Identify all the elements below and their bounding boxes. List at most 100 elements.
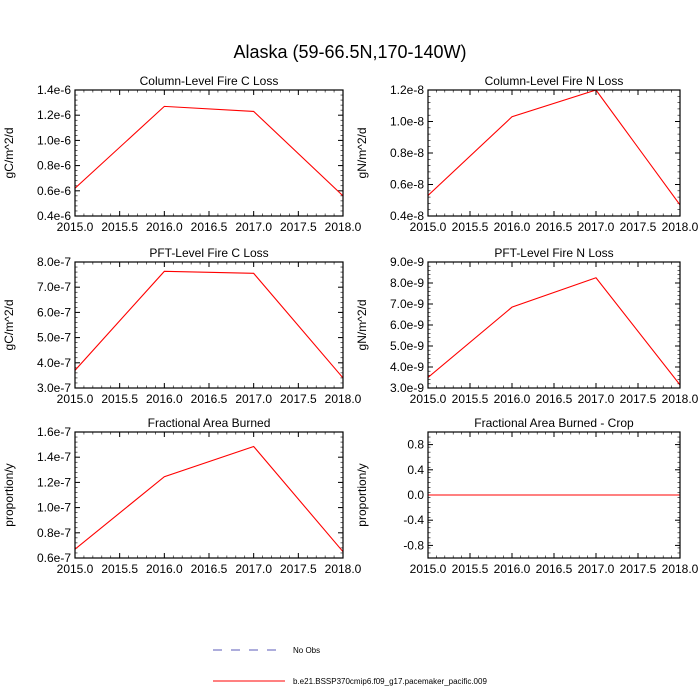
x-tick-label: 2016.5 — [191, 562, 228, 576]
panel-6: Fractional Area Burned - Crop 2015.0 2015.… — [355, 416, 699, 576]
y-tick-label: 5.0e-7 — [37, 331, 71, 345]
x-tick-label: 2015.5 — [101, 392, 138, 406]
x-tick-label: 2018.0 — [662, 392, 699, 406]
y-tick-label: 0.8e-6 — [37, 159, 71, 173]
x-tick-label: 2018.0 — [325, 392, 362, 406]
x-tick-label: 2016.0 — [146, 562, 183, 576]
y-tick-label: 1.2e-6 — [37, 108, 71, 122]
y-tick-label: 0.8e-8 — [390, 146, 424, 160]
y-tick-label: 0.0 — [407, 488, 424, 502]
x-tick-label: 2018.0 — [325, 220, 362, 234]
x-tick-label: 2015.0 — [57, 220, 94, 234]
x-tick-label: 2016.5 — [536, 220, 573, 234]
panel-title: Column-Level Fire N Loss — [485, 74, 624, 88]
x-tick-label: 2017.0 — [578, 562, 615, 576]
x-tick-label: 2016.0 — [494, 392, 531, 406]
plot-frame — [74, 261, 344, 389]
x-tick-label: 2017.0 — [578, 220, 615, 234]
y-tick-label: 0.6e-8 — [390, 178, 424, 192]
x-tick-label: 2015.0 — [410, 562, 447, 576]
x-tick-label: 2017.5 — [620, 392, 657, 406]
x-tick-label: 2016.0 — [494, 562, 531, 576]
y-tick-label: 7.0e-7 — [37, 280, 71, 294]
y-tick-label: 0.8e-7 — [37, 526, 71, 540]
plot-frame — [74, 431, 344, 559]
y-tick-label: 0.6e-6 — [37, 184, 71, 198]
x-tick-label: 2016.0 — [146, 220, 183, 234]
y-tick-label: 1.4e-7 — [37, 450, 71, 464]
y-tick-label: 1.2e-8 — [390, 83, 424, 97]
y-axis-label: gC/m^2/d — [2, 300, 16, 351]
x-tick-label: 2015.5 — [101, 562, 138, 576]
x-tick-label: 2017.5 — [280, 562, 317, 576]
x-tick-label: 2018.0 — [662, 562, 699, 576]
y-tick-label: 1.2e-7 — [37, 475, 71, 489]
y-tick-label: 7.0e-9 — [390, 297, 424, 311]
panel-5: Fractional Area Burned 2015.0 2015.5 2016.0… — [2, 416, 362, 576]
panel-1: Column-Level Fire C Loss 2015.0 2015.5 2016… — [2, 74, 362, 234]
x-tick-label: 2016.0 — [146, 392, 183, 406]
y-tick-label: 5.0e-9 — [390, 339, 424, 353]
x-tick-label: 2015.0 — [410, 392, 447, 406]
y-tick-label: 6.0e-7 — [37, 305, 71, 319]
x-tick-label: 2017.5 — [620, 220, 657, 234]
legend-label-model: b.e21.BSSP370cmip6.f09_g17.pacemaker_pac… — [293, 677, 487, 686]
y-tick-label: 0.4 — [407, 463, 424, 477]
y-tick-label: 8.0e-7 — [37, 255, 71, 269]
y-axis-label: gN/m^2/d — [355, 128, 369, 179]
series-line-1 — [75, 105, 343, 197]
panel-title: PFT-Level Fire N Loss — [494, 246, 613, 260]
plot-frame — [427, 261, 681, 389]
legend-label-no-obs: No Obs — [293, 646, 320, 655]
y-tick-label: 0.4e-8 — [390, 209, 424, 223]
y-tick-label: 3.0e-7 — [37, 381, 71, 395]
plot-frame — [427, 89, 681, 217]
y-tick-label: 8.0e-9 — [390, 276, 424, 290]
x-tick-label: 2015.5 — [452, 562, 489, 576]
y-tick-label: 1.4e-6 — [37, 83, 71, 97]
y-tick-label: 0.6e-7 — [37, 551, 71, 565]
figure-title: Alaska (59-66.5N,170-140W) — [233, 42, 466, 62]
x-tick-label: 2018.0 — [662, 220, 699, 234]
y-tick-label: 1.0e-8 — [390, 115, 424, 129]
x-tick-label: 2017.0 — [235, 220, 272, 234]
x-tick-label: 2017.5 — [620, 562, 657, 576]
series-line-1 — [75, 445, 343, 553]
x-tick-label: 2017.0 — [578, 392, 615, 406]
series-line-1 — [75, 270, 343, 379]
plot-frame — [74, 89, 344, 217]
y-tick-label: 9.0e-9 — [390, 255, 424, 269]
x-tick-label: 2015.0 — [57, 392, 94, 406]
panel-title: Fractional Area Burned — [148, 416, 271, 430]
series-line-1 — [428, 90, 680, 206]
x-tick-label: 2016.5 — [191, 220, 228, 234]
y-tick-label: 3.0e-9 — [390, 381, 424, 395]
y-tick-label: 1.0e-6 — [37, 133, 71, 147]
x-tick-label: 2017.0 — [235, 562, 272, 576]
y-tick-label: 4.0e-7 — [37, 356, 71, 370]
y-tick-label: 0.4e-6 — [37, 209, 71, 223]
x-tick-label: 2015.5 — [101, 220, 138, 234]
y-axis-label: proportion/y — [355, 463, 369, 526]
y-axis-label: gN/m^2/d — [355, 300, 369, 351]
y-axis-label: gC/m^2/d — [2, 128, 16, 179]
x-tick-label: 2016.5 — [191, 392, 228, 406]
x-tick-label: 2016.5 — [536, 392, 573, 406]
y-tick-label: 6.0e-9 — [390, 318, 424, 332]
legend: No Obs b.e21.BSSP370cmip6.f09_g17.pacema… — [213, 646, 487, 686]
x-tick-label: 2015.5 — [452, 392, 489, 406]
x-tick-label: 2018.0 — [325, 562, 362, 576]
y-axis-label: proportion/y — [2, 463, 16, 526]
series-line-1 — [428, 277, 680, 386]
x-tick-label: 2015.5 — [452, 220, 489, 234]
y-tick-label: -0.8 — [403, 538, 424, 552]
panel-title: Fractional Area Burned - Crop — [474, 416, 634, 430]
y-tick-label: 1.0e-7 — [37, 501, 71, 515]
x-tick-label: 2016.0 — [494, 220, 531, 234]
panel-2: Column-Level Fire N Loss 2015.0 2015.5 2016… — [355, 74, 699, 234]
x-tick-label: 2015.0 — [57, 562, 94, 576]
panel-title: Column-Level Fire C Loss — [140, 74, 279, 88]
panel-4: PFT-Level Fire N Loss 2015.0 2015.5 2016.0 2… — [355, 246, 699, 406]
x-tick-label: 2016.5 — [536, 562, 573, 576]
x-tick-label: 2015.0 — [410, 220, 447, 234]
